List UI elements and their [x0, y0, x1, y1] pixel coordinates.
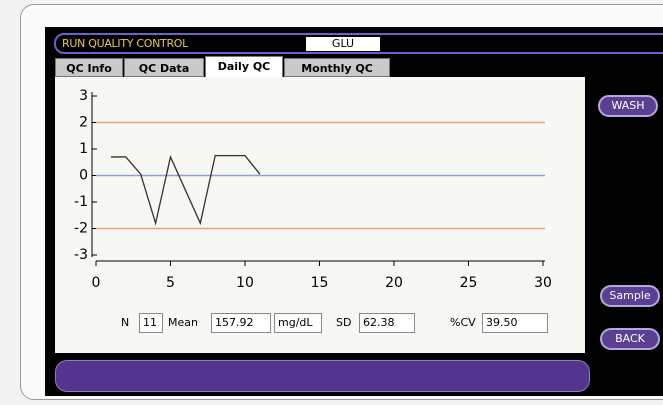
x-tick-label: 30 [534, 275, 552, 291]
test-name: GLU [306, 37, 380, 51]
mean-field: 157.92 [211, 313, 271, 333]
x-tick-label: 15 [311, 275, 329, 291]
status-bar [55, 360, 590, 392]
n-field: 11 [139, 313, 163, 333]
x-tick-label: 10 [236, 275, 254, 291]
x-tick-label: 25 [460, 275, 478, 291]
y-tick-label: 1 [79, 141, 88, 157]
x-tick-label: 0 [92, 275, 101, 291]
x-tick-label: 20 [385, 275, 403, 291]
tab-active[interactable]: Daily QC [205, 56, 283, 78]
tab[interactable]: QC Info [55, 58, 123, 77]
unit-field: mg/dL [274, 313, 322, 333]
y-tick-label: 3 [79, 88, 88, 104]
y-tick-label: -3 [74, 247, 88, 263]
cv-field: 39.50 [482, 313, 548, 333]
y-tick-label: 0 [79, 168, 88, 184]
cv-label: %CV [450, 316, 476, 329]
n-label: N [121, 316, 130, 329]
screen-title: RUN QUALITY CONTROL [62, 37, 188, 50]
sd-label: SD [336, 316, 352, 329]
header-bar: RUN QUALITY CONTROL GLU [54, 33, 663, 54]
y-tick-label: 2 [79, 115, 88, 131]
y-tick-label: -1 [74, 194, 88, 210]
tab[interactable]: Monthly QC [284, 58, 390, 77]
wash-button[interactable]: WASH [598, 95, 658, 117]
y-tick-label: -2 [74, 221, 88, 237]
sd-field: 62.38 [359, 313, 415, 333]
chart-panel: 3 2 1 0 -1 -2 -3 0 5 10 15 20 25 30 N 11 Mean 157.92 … [55, 77, 585, 353]
back-button[interactable]: BACK [600, 328, 660, 350]
mean-label: Mean [168, 316, 198, 329]
x-tick-label: 5 [166, 275, 175, 291]
sample-button[interactable]: Sample [600, 285, 660, 307]
data-line [110, 154, 261, 226]
tab[interactable]: QC Data [124, 58, 204, 77]
